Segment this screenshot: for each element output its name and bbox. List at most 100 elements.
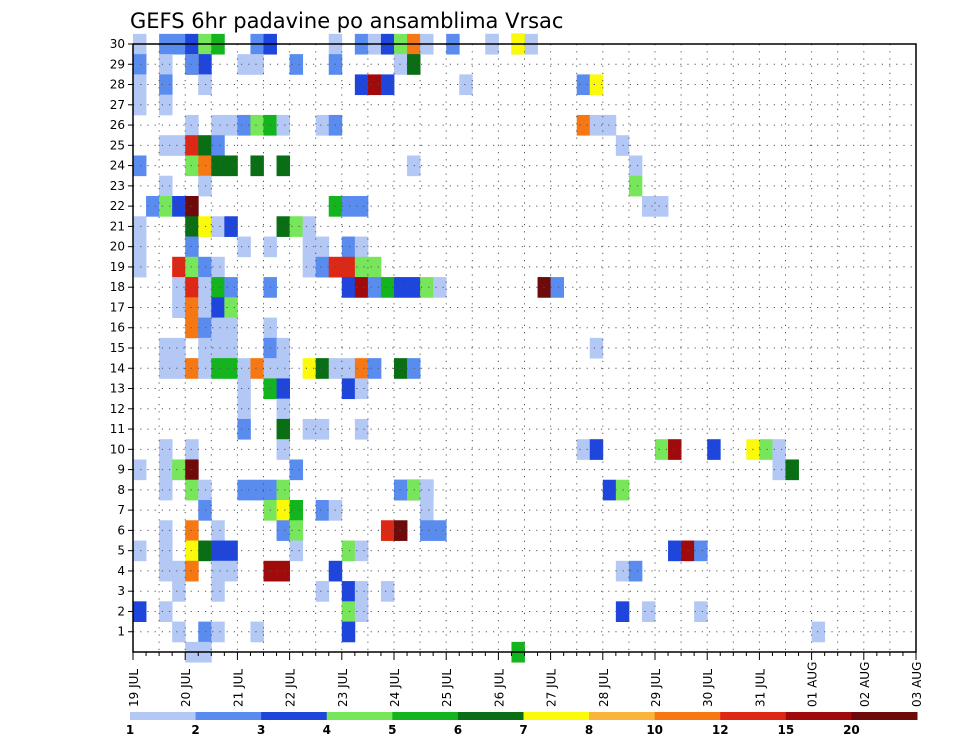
heatmap-cell [276,216,290,237]
x-tick-label: 26 JUL [492,669,506,707]
x-tick-label: 29 JUL [649,669,663,707]
heatmap-cell [172,297,186,318]
heatmap-cell [198,54,212,75]
y-tick-label: 22 [110,199,125,213]
x-tick-label: 24 JUL [388,669,402,707]
heatmap-cell [354,256,369,278]
heatmap-cell [433,277,447,298]
heatmap-cell [159,175,173,197]
heatmap-cell [420,500,434,521]
heatmap-cell [289,54,304,75]
y-tick-label: 21 [110,219,125,233]
y-tick-label: 13 [110,382,125,396]
heatmap-cell [276,439,290,460]
heatmap-cell [185,135,199,156]
heatmap-cell [211,277,225,298]
heatmap-cell [224,540,238,562]
heatmap-cell [133,256,147,278]
heatmap-cell [211,358,225,379]
heatmap-cell [615,601,630,622]
heatmap-cell [133,54,147,75]
heatmap-cell [655,439,669,460]
colorbar-segment [326,712,393,720]
heatmap-cell [641,601,656,622]
heatmap-cell [198,175,212,197]
heatmap-cell [159,540,173,562]
heatmap-cell [615,479,630,501]
heatmap-cell [198,297,212,318]
y-tick-label: 20 [110,240,125,254]
heatmap-cell [367,358,382,379]
y-tick-label: 11 [110,422,125,436]
heatmap-cell [276,418,290,440]
heatmap-cell [694,601,708,622]
heatmap-cell [354,418,369,440]
heatmap-cell [211,297,225,318]
heatmap-cell [380,74,395,96]
heatmap-cell [211,560,225,582]
heatmap-cell [315,236,330,258]
heatmap-cell [211,540,225,562]
heatmap-cell [759,439,773,460]
heatmap-cell [433,520,447,541]
heatmap-cell [341,581,356,602]
heatmap-cell [276,560,290,582]
x-tick-label: 31 JUL [753,669,767,707]
colorbar-segment [523,712,590,720]
heatmap-cell [237,236,251,258]
heatmap-cell [211,114,225,136]
heatmap-cell [224,337,238,359]
heatmap-cell [159,196,173,217]
heatmap-cell [772,439,786,460]
heatmap-cell [172,337,186,359]
heatmap-cell [407,54,421,75]
heatmap-cell [224,216,238,237]
y-tick-label: 12 [110,402,125,416]
heatmap-cell [615,135,630,156]
x-tick-label: 30 JUL [701,669,715,707]
heatmap-cell [159,358,173,379]
heatmap-cell [198,135,212,156]
heatmap-cell [576,439,591,460]
heatmap-cell [602,479,617,501]
heatmap-cell [172,196,186,217]
heatmap-cell [250,155,264,177]
y-tick-label: 4 [117,564,125,578]
heatmap-cell [198,540,212,562]
heatmap-cell [589,114,604,136]
heatmap-cell [198,277,212,298]
heatmap-cell [185,155,199,177]
heatmap-cell [615,560,630,582]
colorbar-segment [130,712,197,720]
heatmap-cell [185,540,199,562]
heatmap-cell [198,358,212,379]
heatmap-cell [159,74,173,96]
heatmap-cell [276,479,290,501]
colorbar-segment [720,712,787,720]
colorbar-segment [261,712,328,720]
heatmap-cell [694,540,708,562]
heatmap-cell [211,155,225,177]
colorbar-segment [785,712,852,720]
heatmap-cell [420,520,434,541]
heatmap-cell [394,358,408,379]
heatmap-cell [237,54,251,75]
heatmap-cell [185,520,199,541]
heatmap-cell [302,358,317,379]
heatmap-cell [576,74,591,96]
heatmap-cell [341,621,356,643]
heatmap-cell [589,439,604,460]
heatmap-cell [289,540,304,562]
heatmap-cell [198,256,212,278]
heatmap-cell [354,74,369,96]
heatmap-cell [224,317,238,339]
heatmap-cell [198,500,212,521]
heatmap-cell [341,236,356,258]
heatmap-cell [367,256,382,278]
heatmap-cell [172,459,186,481]
heatmap-cell [668,540,682,562]
heatmap-cell [185,216,199,237]
colorbar-segment [195,712,262,720]
y-tick-label: 23 [110,179,125,193]
heatmap-cell [354,378,369,400]
